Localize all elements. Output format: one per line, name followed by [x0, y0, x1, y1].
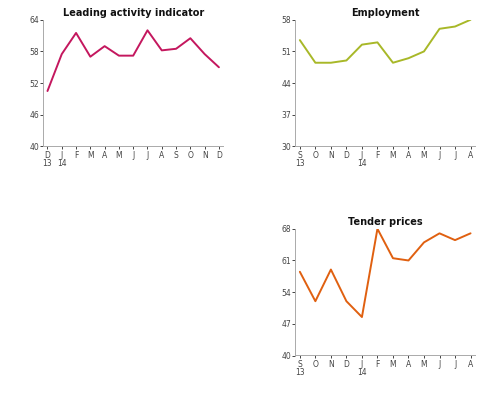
- Text: 13: 13: [295, 159, 305, 168]
- Text: 14: 14: [357, 368, 367, 377]
- Title: Tender prices: Tender prices: [348, 216, 422, 227]
- Title: Leading activity indicator: Leading activity indicator: [62, 8, 204, 18]
- Text: 14: 14: [357, 159, 367, 168]
- Text: 13: 13: [295, 368, 305, 377]
- Text: 14: 14: [57, 159, 67, 168]
- Text: 13: 13: [43, 159, 52, 168]
- Title: Employment: Employment: [351, 8, 420, 18]
